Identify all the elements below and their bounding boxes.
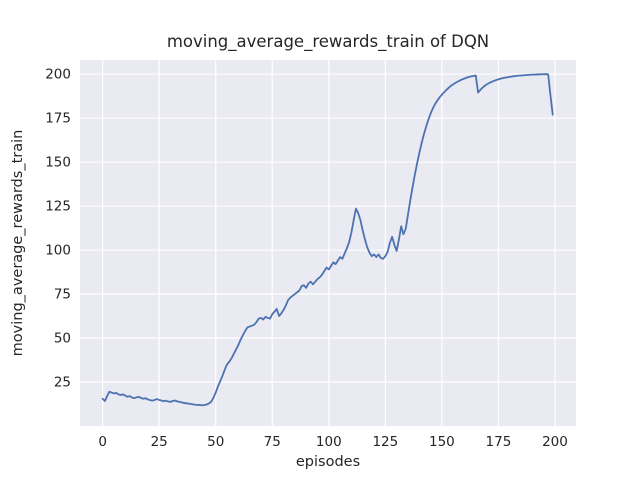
x-tick-label: 150 (429, 434, 455, 450)
y-tick-label: 25 (54, 375, 71, 391)
x-tick-label: 175 (486, 434, 512, 450)
y-axis-label: moving_average_rewards_train (10, 130, 26, 357)
line-series (101, 73, 554, 407)
y-tick-labels: 25 50 75 100 125 150 175 200 (45, 67, 71, 391)
x-axis-label: episodes (296, 454, 360, 470)
x-tick-label: 50 (207, 434, 224, 450)
y-tick-label: 75 (54, 287, 71, 303)
y-tick-label: 150 (45, 155, 71, 171)
x-tick-label: 0 (98, 434, 107, 450)
x-tick-label: 200 (542, 434, 568, 450)
y-tick-label: 200 (45, 67, 71, 83)
y-tick-label: 175 (45, 111, 71, 127)
x-tick-label: 125 (372, 434, 398, 450)
y-tick-label: 125 (45, 199, 71, 215)
x-tick-label: 75 (264, 434, 281, 450)
x-tick-labels: 0 25 50 75 100 125 150 175 200 (98, 434, 568, 450)
y-tick-label: 100 (45, 243, 71, 259)
plot-background (80, 60, 576, 426)
chart-title: moving_average_rewards_train of DQN (167, 32, 489, 52)
y-tick-label: 50 (54, 331, 71, 347)
gridlines (80, 60, 576, 426)
x-tick-label: 100 (316, 434, 342, 450)
x-tick-label: 25 (151, 434, 168, 450)
